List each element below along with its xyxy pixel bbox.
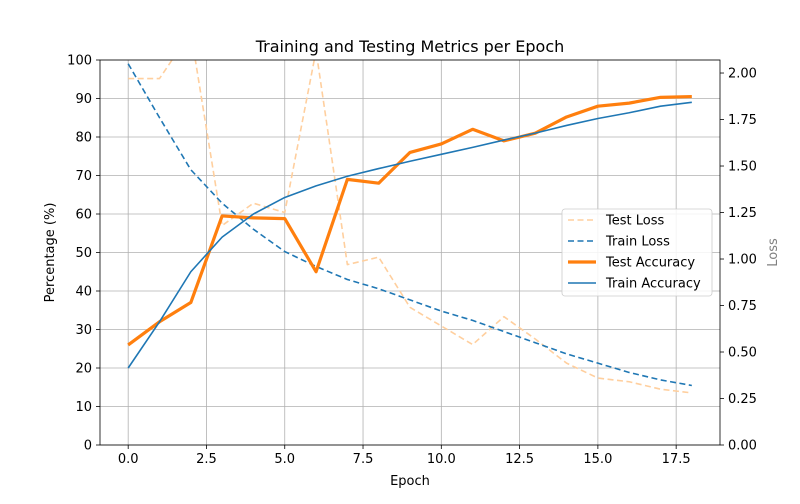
series-line-train-loss [127,63,692,387]
y-tick-label: 40 [75,285,92,300]
y2-tick-label: 2.00 [728,67,757,82]
y-tick-label: 100 [67,54,92,69]
y2-tick-label: 1.25 [728,206,757,221]
ticks: 0.0 2.5 5.0 7.5 10.0 12.5 15.0 17.5 0 10 20 30 40 50 6… [67,54,757,468]
y-tick-label: 0 [84,439,92,454]
y-tick-label: 60 [75,208,92,223]
legend-label-test-accuracy: Test Accuracy [605,256,695,271]
x-tick-label: 10.0 [427,452,456,467]
legend-label-train-accuracy: Train Accuracy [605,277,701,292]
series-layer [127,60,692,394]
x-tick-label: 12.5 [505,452,534,467]
y2-tick-label: 1.00 [728,253,757,268]
legend-box [561,208,713,297]
x-axis-label: Epoch [390,474,430,489]
x-tick-label: 17.5 [662,452,691,467]
legend: Test Loss Train Loss Test Accuracy Train Ac… [561,208,713,297]
y2-tick-label: 0.00 [728,439,757,454]
y-tick-label: 30 [75,323,92,338]
series-line-test-accuracy [127,94,692,347]
series-line-train-accuracy [127,101,692,369]
y2-tick-label: 0.75 [728,299,757,314]
y-tick-label: 50 [75,246,92,261]
series-line-test-loss [128,60,692,394]
y-axis-label: Percentage (%) [43,203,58,303]
y2-axis-label: Loss [766,238,781,267]
x-tick-label: 5.0 [274,452,295,467]
y2-tick-label: 0.50 [728,346,757,361]
y-tick-label: 80 [75,131,92,146]
x-tick-label: 2.5 [196,452,217,467]
x-tick-label: 15.0 [583,452,612,467]
y-tick-label: 70 [75,169,92,184]
legend-label-train-loss: Train Loss [605,235,670,250]
y-tick-label: 10 [75,400,92,415]
legend-label-test-loss: Test Loss [605,214,664,229]
y2-tick-label: 1.50 [728,160,757,175]
x-tick-label: 0.0 [118,452,139,467]
chart-title: Training and Testing Metrics per Epoch [255,37,565,56]
y2-tick-label: 0.25 [728,392,757,407]
y-tick-label: 90 [75,92,92,107]
y-tick-label: 20 [75,362,92,377]
y2-tick-label: 1.75 [728,113,757,128]
x-tick-label: 7.5 [353,452,374,467]
